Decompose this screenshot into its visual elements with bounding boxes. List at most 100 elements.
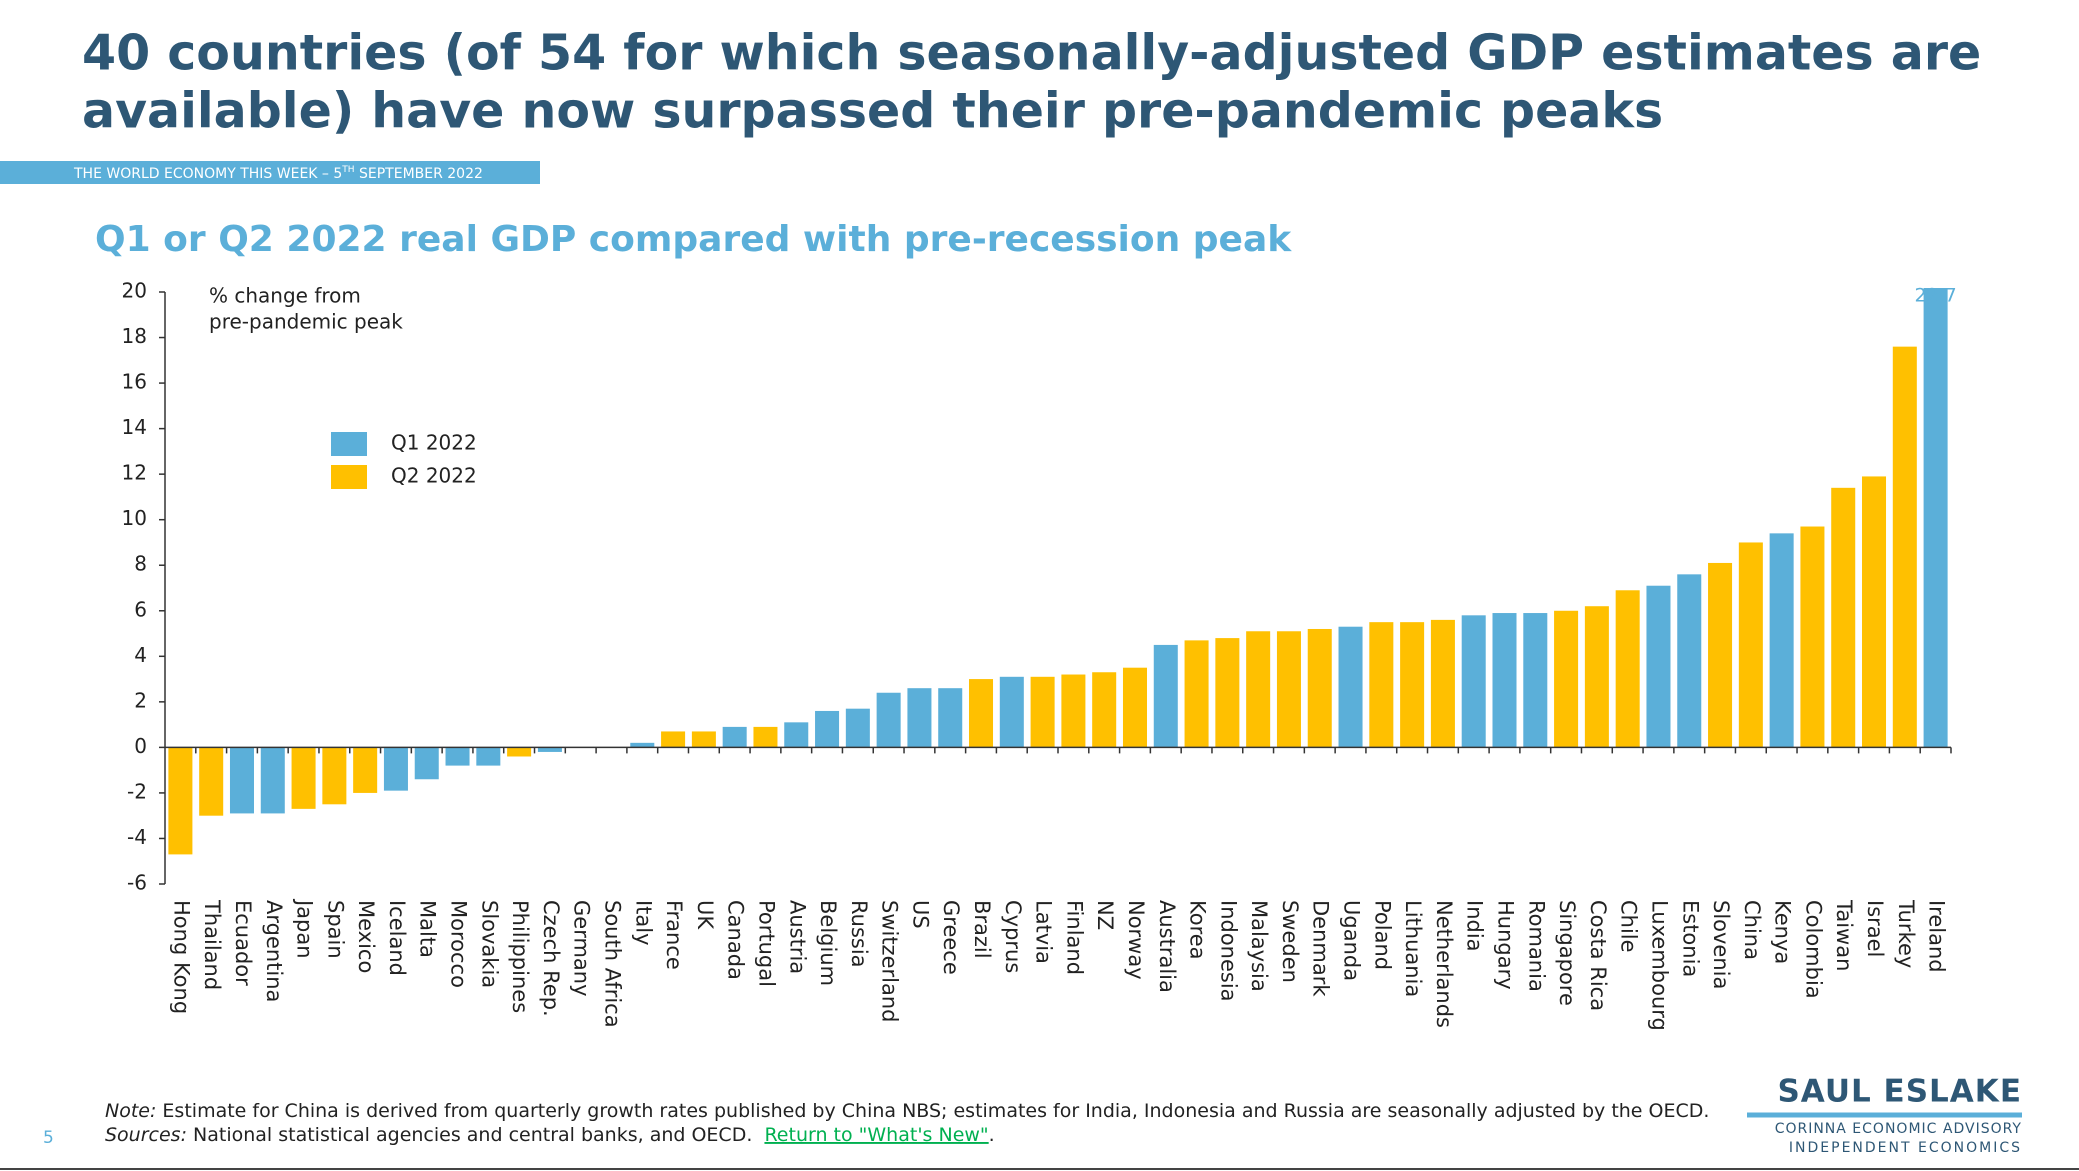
bar: [1862, 476, 1887, 748]
x-tick-label: Switzerland: [878, 900, 902, 1023]
band-part: THE WORLD ECONOMY THIS WEEK – 5: [73, 166, 342, 182]
x-tick-label: Colombia: [1801, 900, 1825, 999]
x-tick-label: UK: [693, 900, 717, 930]
y-tick-label: -2: [127, 779, 147, 803]
bar: [1708, 562, 1733, 748]
x-tick-label: Austria: [785, 900, 809, 974]
bar: [938, 688, 963, 748]
bar: [1430, 619, 1455, 748]
x-tick-label: Spain: [323, 900, 347, 959]
bar: [1923, 288, 1948, 748]
bar: [1369, 622, 1394, 748]
bar: [1738, 542, 1763, 748]
x-tick-label: Uganda: [1340, 900, 1364, 981]
x-tick-label: Greece: [939, 900, 963, 975]
link[interactable]: Return to "What's New": [764, 1124, 988, 1146]
bar: [661, 731, 686, 748]
bar: [1831, 487, 1856, 748]
bar: [1184, 640, 1209, 748]
y-tick-label: 20: [122, 279, 147, 303]
x-tick-label: Israel: [1863, 900, 1887, 957]
legend-swatch: [331, 432, 367, 456]
bar: [1307, 628, 1332, 748]
x-tick-label: France: [662, 900, 686, 970]
page-number: 5: [43, 1128, 54, 1148]
logo-sub: INDEPENDENT ECONOMICS: [1789, 1140, 2022, 1156]
bar: [1800, 526, 1825, 748]
bar: [1153, 644, 1178, 748]
x-tick-label: Luxembourg: [1647, 900, 1671, 1031]
x-tick-label: Czech Rep.: [539, 900, 563, 1017]
bar: [445, 747, 470, 766]
x-tick-label: Malaysia: [1247, 900, 1271, 992]
bar: [476, 747, 501, 766]
x-tick-label: Latvia: [1032, 900, 1056, 964]
x-tick-label: Slovenia: [1709, 900, 1733, 989]
x-tick-label: Poland: [1370, 900, 1394, 970]
title-line: 40 countries (of 54 for which seasonally…: [82, 25, 1981, 82]
x-tick-label: Australia: [1155, 900, 1179, 993]
bar: [291, 747, 316, 809]
x-tick-label: Denmark: [1309, 900, 1333, 997]
x-tick-label: Sweden: [1278, 900, 1302, 983]
y-tick-label: 2: [134, 688, 147, 712]
y-tick-label: 0: [134, 734, 147, 758]
x-tick-label: Turkey: [1894, 899, 1918, 968]
x-tick-label: Japan: [293, 898, 317, 959]
x-tick-label: Russia: [847, 900, 871, 968]
bar: [876, 692, 901, 748]
x-tick-label: Netherlands: [1432, 900, 1456, 1028]
bar: [815, 710, 840, 748]
bar: [353, 747, 378, 793]
bar: [1338, 626, 1363, 748]
bar: [907, 688, 932, 748]
bar: [1215, 638, 1240, 748]
bar: [260, 747, 285, 814]
sources-label: Sources:: [105, 1124, 187, 1146]
x-tick-label: Korea: [1186, 900, 1210, 960]
x-tick-label: Mexico: [354, 900, 378, 973]
y-tick-label: 18: [122, 324, 147, 348]
x-tick-label: Iceland: [385, 900, 409, 976]
y-tick-label: 10: [122, 506, 147, 530]
x-tick-label: Argentina: [262, 900, 286, 1002]
bar: [1492, 613, 1517, 748]
x-tick-label: Portugal: [754, 900, 778, 987]
band-part: SEPTEMBER 2022: [355, 166, 483, 182]
bar: [537, 747, 562, 752]
bar: [168, 747, 193, 855]
y-tick-label: -4: [127, 825, 147, 849]
y-axis-label: % change from: [209, 284, 361, 308]
bar: [1092, 672, 1117, 748]
x-tick-label: NZ: [1093, 900, 1117, 930]
x-tick-label: Romania: [1524, 900, 1548, 992]
bar: [507, 747, 532, 757]
x-tick-label: Malta: [416, 900, 440, 958]
x-tick-label: Ecuador: [231, 900, 255, 986]
logo-sub: CORINNA ECONOMIC ADVISORY: [1775, 1121, 2022, 1137]
x-tick-label: Cyprus: [1001, 900, 1025, 973]
x-tick-label: Philippines: [508, 900, 532, 1013]
x-tick-label: Belgium: [816, 900, 840, 986]
bar: [414, 747, 439, 780]
bar: [1584, 606, 1609, 748]
logo: SAUL ESLAKE: [1777, 1074, 2022, 1110]
bar: [969, 679, 994, 748]
header-band: [0, 161, 540, 184]
x-tick-label: Kenya: [1771, 900, 1795, 964]
note: Note: Estimate for China is derived from…: [105, 1100, 1709, 1122]
legend-label: Q2 2022: [391, 464, 477, 488]
x-tick-label: Finland: [1062, 900, 1086, 975]
title-line: available) have now surpassed their pre-…: [82, 83, 1663, 140]
data-label: 22.7: [1914, 285, 1956, 307]
bar: [229, 747, 254, 814]
y-tick-label: 12: [122, 461, 147, 485]
x-tick-label: China: [1740, 900, 1764, 960]
x-tick-label: Costa Rica: [1586, 900, 1610, 1011]
x-tick-label: US: [908, 900, 932, 929]
y-tick-label: 4: [134, 643, 147, 667]
x-tick-label: Estonia: [1678, 900, 1702, 977]
x-tick-label: Singapore: [1555, 900, 1579, 1006]
